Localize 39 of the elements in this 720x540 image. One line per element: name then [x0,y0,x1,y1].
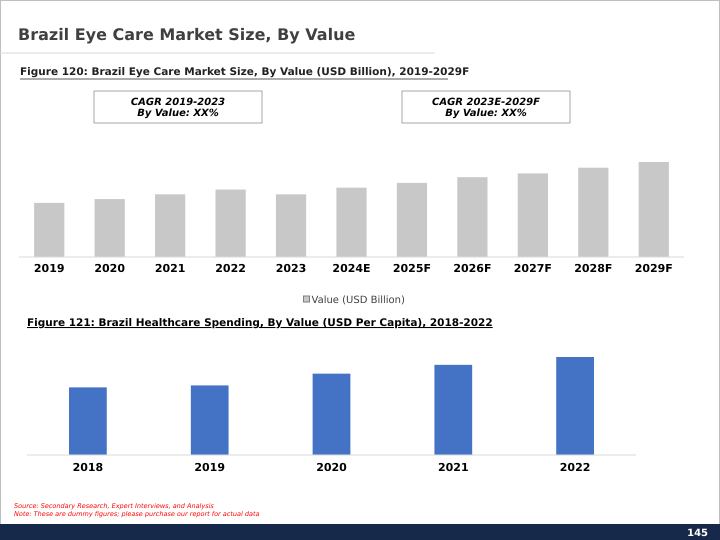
chart-title: Figure 121: Brazil Healthcare Spending, By Value (USD Per Capita), 2018-2022 [27,317,493,329]
text: 145 [687,528,708,539]
x-tick-label: 2029F [634,262,673,275]
x-tick-label: 2022 [560,461,590,474]
x-tick-label: 2020 [94,262,126,275]
bar [336,188,367,257]
chart-title: Brazil Eye Care Market Size, By Value [18,25,356,44]
x-tick-label: 2021 [438,461,469,474]
x-tick-label: 2022 [215,262,246,275]
x-tick-label: 2027F [514,262,552,275]
x-tick-label: 2021 [154,262,186,275]
x-tick-label: 2018 [72,461,104,474]
x-tick-label: 2028F [574,262,612,275]
x-tick-label: 2023 [276,262,306,275]
bar [69,387,107,455]
bar [155,194,186,257]
x-tick-label: 2026F [453,262,492,275]
bar [434,364,472,455]
x-tick-label: 2019 [194,461,226,474]
bar [638,162,669,257]
bar [556,357,594,455]
bar [94,199,125,257]
bar [457,177,488,257]
x-tick-label: 2025F [392,262,432,275]
x-tick-label: 2024E [332,262,371,275]
bar [312,374,350,455]
bar [34,202,64,257]
bar [518,173,548,257]
bar [578,168,608,257]
legend-label: Value (USD Billion) [312,295,406,306]
x-tick-label: 2019 [34,262,65,275]
bar [215,190,246,257]
chart-subtitle: Figure 120: Brazil Eye Care Market Size, By Value (USD Billion), 2019-2029F [20,66,470,78]
bar [276,194,306,257]
x-tick-label: 2020 [316,461,348,474]
bar [396,182,428,257]
text: CAGR 2019-2023 By Value: XX% [130,97,226,119]
bar [190,385,229,455]
text: CAGR 2023E-2029F By Value: XX% [432,97,540,119]
